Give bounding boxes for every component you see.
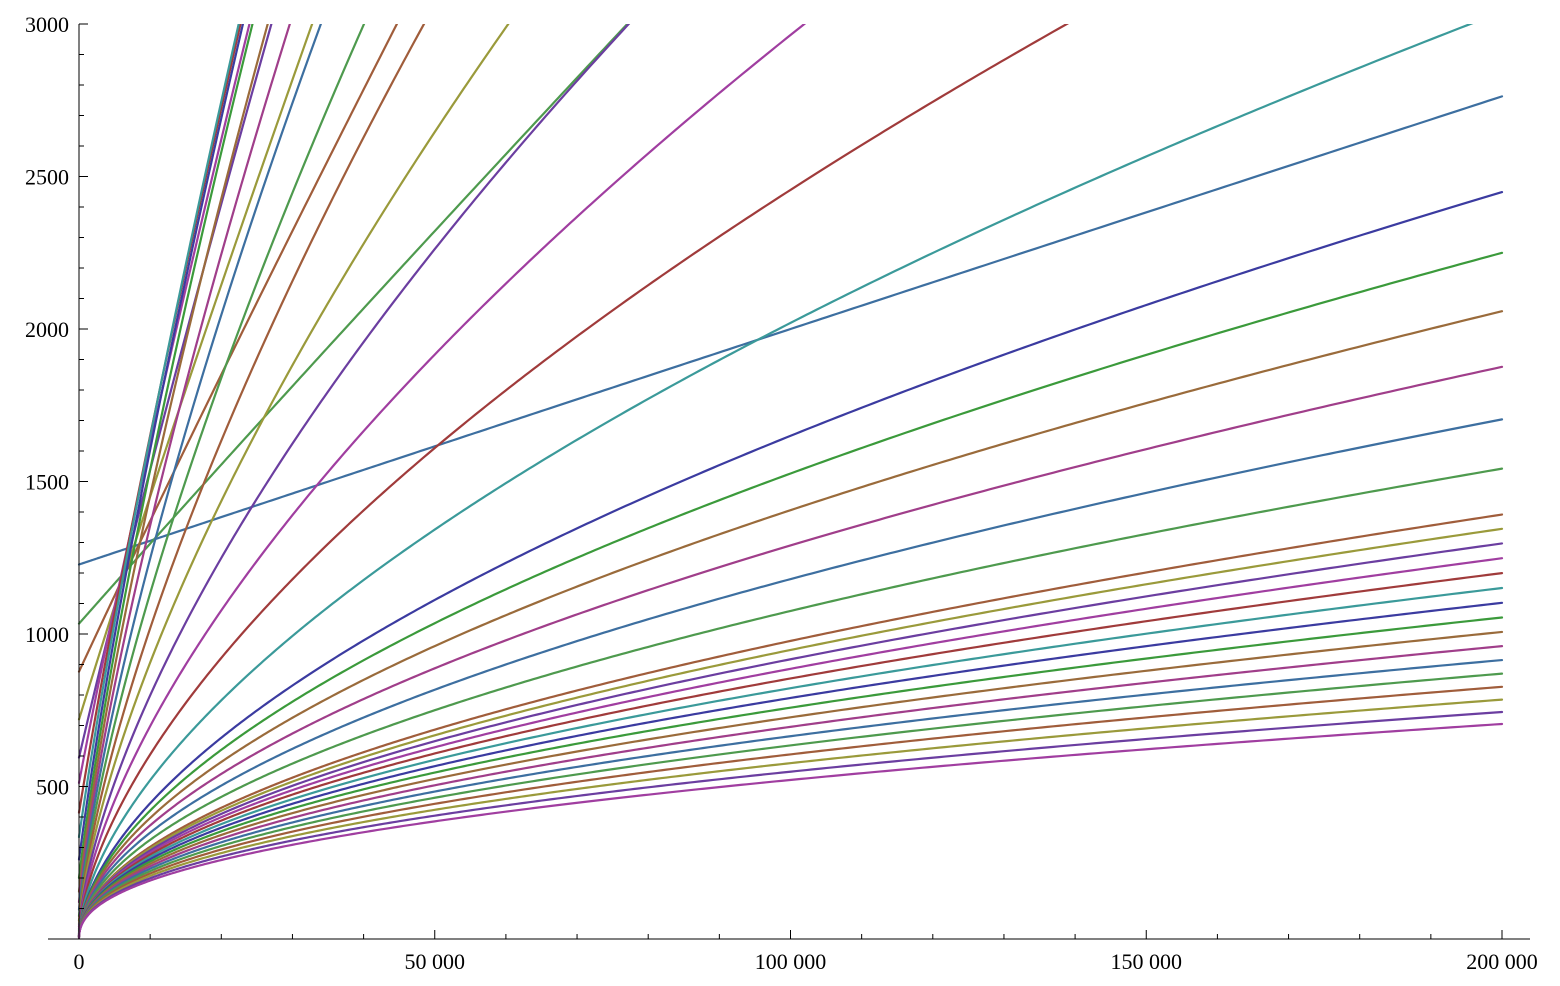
x-tick-label: 0 bbox=[74, 949, 85, 974]
series-line bbox=[77, 365, 1504, 936]
series-line bbox=[77, 24, 807, 931]
series-line bbox=[77, 672, 1504, 939]
series-line bbox=[77, 190, 1504, 935]
y-tick-label: 3000 bbox=[25, 12, 69, 37]
y-tick-label: 2000 bbox=[25, 317, 69, 342]
series-line bbox=[77, 710, 1504, 939]
x-tick-label: 100 000 bbox=[755, 949, 827, 974]
series-line bbox=[77, 24, 631, 928]
x-tick-label: 50 000 bbox=[405, 949, 466, 974]
series-line bbox=[77, 95, 1504, 566]
series-line bbox=[77, 24, 399, 673]
series-line bbox=[77, 24, 269, 893]
series-line bbox=[77, 658, 1504, 939]
series-line bbox=[77, 24, 1474, 934]
series-line bbox=[77, 418, 1504, 937]
series-line bbox=[77, 467, 1504, 937]
x-tick-label: 200 000 bbox=[1466, 949, 1538, 974]
series-line bbox=[77, 557, 1504, 938]
series-line bbox=[77, 572, 1504, 938]
y-tick-label: 2500 bbox=[25, 165, 69, 190]
series-line bbox=[77, 586, 1504, 938]
x-tick-label: 150 000 bbox=[1111, 949, 1183, 974]
series-line bbox=[77, 645, 1504, 939]
series-line bbox=[77, 251, 1504, 935]
series-line bbox=[77, 24, 629, 625]
y-tick-label: 1000 bbox=[25, 622, 69, 647]
series-line bbox=[77, 616, 1504, 938]
tick-labels: 0 50 000 100 000 150 000 200 000 500 1000 1500 2… bbox=[25, 12, 1538, 974]
series-line bbox=[77, 24, 366, 918]
series-line bbox=[77, 24, 510, 926]
series-line bbox=[77, 722, 1504, 939]
series-line bbox=[77, 24, 426, 922]
y-tick-label: 1500 bbox=[25, 470, 69, 495]
series-layer bbox=[77, 24, 1504, 939]
series-line bbox=[77, 24, 254, 879]
series-line bbox=[77, 630, 1504, 938]
series-line bbox=[77, 685, 1504, 939]
series-line bbox=[77, 310, 1504, 936]
axis-ticks bbox=[78, 23, 1503, 939]
series-line bbox=[77, 24, 314, 721]
series-line bbox=[77, 24, 323, 911]
series-line bbox=[77, 24, 291, 904]
y-tick-label: 500 bbox=[36, 775, 69, 800]
series-line bbox=[77, 24, 1070, 932]
series-line bbox=[77, 24, 240, 839]
series-line bbox=[77, 24, 245, 861]
series-line bbox=[77, 601, 1504, 938]
series-line bbox=[77, 698, 1504, 939]
series-line bbox=[77, 513, 1504, 937]
